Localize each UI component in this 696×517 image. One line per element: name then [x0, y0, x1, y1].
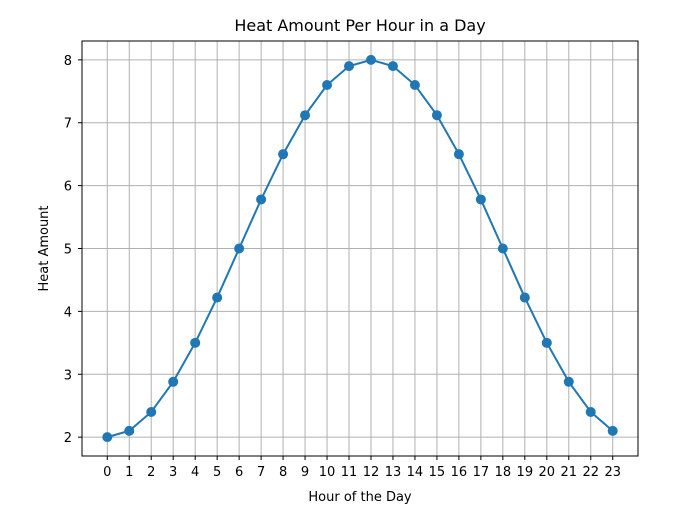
data-point [102, 432, 113, 443]
x-tick-label: 22 [582, 465, 599, 480]
data-point [322, 80, 333, 91]
data-point [607, 425, 618, 436]
x-tick-label: 2 [147, 465, 155, 480]
data-point [365, 54, 376, 65]
data-point [300, 110, 311, 121]
x-tick-label: 16 [451, 465, 468, 480]
x-tick-label: 8 [279, 465, 287, 480]
data-point [585, 406, 596, 417]
x-tick-label: 10 [319, 465, 336, 480]
series-layer [102, 54, 618, 443]
y-tick-label: 2 [64, 431, 72, 446]
data-point [146, 406, 157, 417]
x-tick-label: 14 [407, 465, 424, 480]
chart-title: Heat Amount Per Hour in a Day [234, 16, 485, 35]
data-point [190, 337, 201, 348]
x-tick-label: 21 [561, 465, 578, 480]
x-tick-label: 3 [169, 465, 177, 480]
y-tick-label: 6 [64, 180, 72, 195]
x-tick-label: 15 [429, 465, 446, 480]
y-tick-label: 3 [64, 368, 72, 383]
axis-ticks: 0 1 2 3 4 5 6 7 8 9 10 11 12 13 14 15 16 17 18 19 20 21 22 2323… [64, 54, 621, 480]
x-tick-label: 4 [191, 465, 199, 480]
x-tick-label: 23 [604, 465, 621, 480]
data-point [278, 149, 289, 160]
x-tick-label: 7 [257, 465, 265, 480]
y-tick-label: 4 [64, 305, 72, 320]
data-point [256, 194, 267, 205]
x-tick-label: 1 [125, 465, 133, 480]
x-tick-label: 13 [385, 465, 402, 480]
x-tick-label: 12 [363, 465, 380, 480]
data-point [124, 425, 135, 436]
series-line [106, 58, 614, 439]
y-tick-label: 7 [64, 117, 72, 132]
data-point [168, 376, 179, 387]
x-tick-label: 17 [473, 465, 490, 480]
data-point [519, 292, 530, 303]
data-point [387, 61, 398, 72]
y-tick-label: 8 [64, 54, 72, 69]
data-point [431, 110, 442, 121]
x-tick-label: 19 [517, 465, 534, 480]
x-tick-label: 20 [539, 465, 556, 480]
data-point [212, 292, 223, 303]
data-point [409, 80, 420, 91]
x-tick-label: 5 [213, 465, 221, 480]
x-tick-label: 6 [235, 465, 243, 480]
x-tick-label: 18 [495, 465, 512, 480]
data-point [344, 61, 355, 72]
x-tick-label: 0 [103, 465, 111, 480]
data-point [563, 376, 574, 387]
x-tick-label: 11 [341, 465, 358, 480]
y-tick-label: 5 [64, 243, 72, 258]
data-point [497, 243, 508, 254]
data-point [234, 243, 245, 254]
grid-lines [82, 41, 638, 456]
y-axis-label: Heat Amount [37, 205, 52, 291]
data-point [541, 337, 552, 348]
data-point [453, 149, 464, 160]
x-tick-label: 9 [301, 465, 309, 480]
data-point [475, 194, 486, 205]
plot-frame [81, 40, 639, 457]
x-axis-label: Hour of the Day [308, 490, 412, 505]
